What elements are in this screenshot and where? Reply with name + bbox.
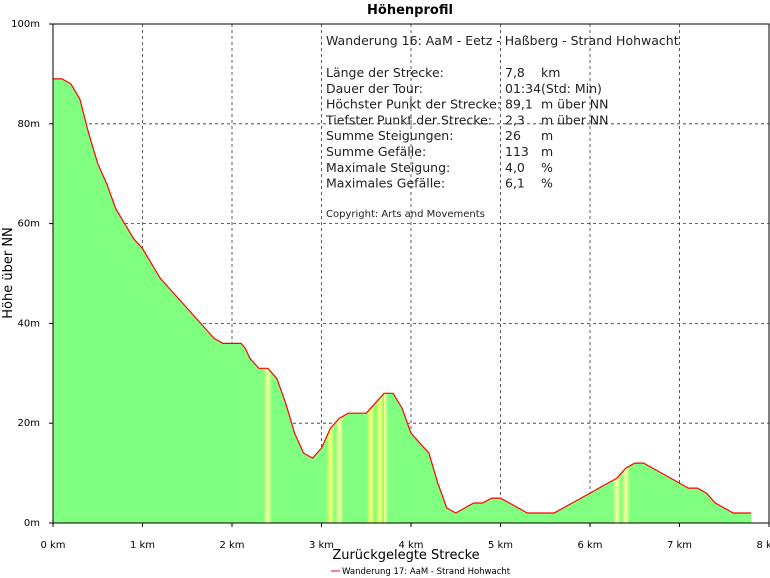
info-label: Tiefster Punkt der Strecke:	[325, 112, 492, 127]
x-tick-label: 7 km	[667, 540, 692, 551]
axis-ticks: 0 km 1 km 2 km 3 km 4 km 5 km 6 km 7 km 8 km 0m 20…	[11, 19, 770, 551]
info-label: Höchster Punkt der Strecke:	[326, 97, 501, 112]
info-label: Maximale Steigung:	[326, 160, 450, 175]
legend-label: Wanderung 17: AaM - Strand Hohwacht	[342, 567, 511, 577]
info-label: Summe Steigungen:	[326, 128, 453, 143]
y-axis-label: Höhe über NN	[1, 227, 16, 319]
y-tick-label: 80m	[18, 119, 40, 130]
info-label: Länge der Strecke:	[326, 65, 444, 80]
x-axis-label: Zurückgelegte Strecke	[332, 548, 479, 563]
legend: Wanderung 17: AaM - Strand Hohwacht	[331, 567, 511, 577]
x-tick-label: 3 km	[309, 540, 334, 551]
info-value: 26	[505, 128, 521, 143]
info-value: 2,3	[505, 112, 525, 127]
y-tick-label: 100m	[11, 19, 40, 30]
info-value: 7,8	[505, 65, 525, 80]
info-unit: m	[541, 144, 553, 159]
info-label: Maximales Gefälle:	[326, 176, 445, 191]
x-tick-label: 6 km	[577, 540, 602, 551]
x-tick-label: 1 km	[130, 540, 155, 551]
elevation-line	[53, 78, 752, 514]
chart-title: Höhenprofil	[367, 3, 453, 18]
y-tick-label: 0m	[24, 518, 40, 529]
y-tick-label: 20m	[18, 418, 40, 429]
tour-info-rows: Länge der Strecke: 7,8 km Dauer der Tour: 01…	[325, 65, 609, 191]
info-value: 4,0	[505, 160, 525, 175]
info-unit: %	[541, 176, 553, 191]
info-value: 6,1	[505, 176, 525, 191]
info-unit: %	[541, 160, 553, 175]
copyright-text: Copyright: Arts and Movements	[326, 209, 485, 220]
info-unit: km	[541, 65, 560, 80]
info-label: Dauer der Tour:	[326, 81, 423, 96]
info-unit: (Std: Min)	[541, 81, 602, 96]
x-tick-label: 5 km	[488, 540, 513, 551]
info-unit: m über NN	[541, 97, 609, 112]
info-unit: m	[541, 128, 553, 143]
info-value: 113	[505, 144, 529, 159]
info-unit: m über NN	[541, 112, 609, 127]
x-tick-label: 4 km	[398, 540, 423, 551]
y-tick-label: 60m	[18, 219, 40, 230]
tour-heading: Wanderung 16: AaM - Eetz - Haßberg - Str…	[326, 33, 679, 48]
tour-info-box: Wanderung 16: AaM - Eetz - Haßberg - Str…	[325, 33, 679, 220]
x-tick-label: 8 km	[756, 540, 770, 551]
x-tick-label: 2 km	[219, 540, 244, 551]
info-label: Summe Gefälle:	[326, 144, 426, 159]
x-tick-label: 0 km	[40, 540, 65, 551]
y-tick-label: 40m	[18, 318, 40, 329]
info-value: 89,1	[505, 97, 533, 112]
info-value: 01:34	[505, 81, 541, 96]
elevation-area	[53, 78, 752, 524]
